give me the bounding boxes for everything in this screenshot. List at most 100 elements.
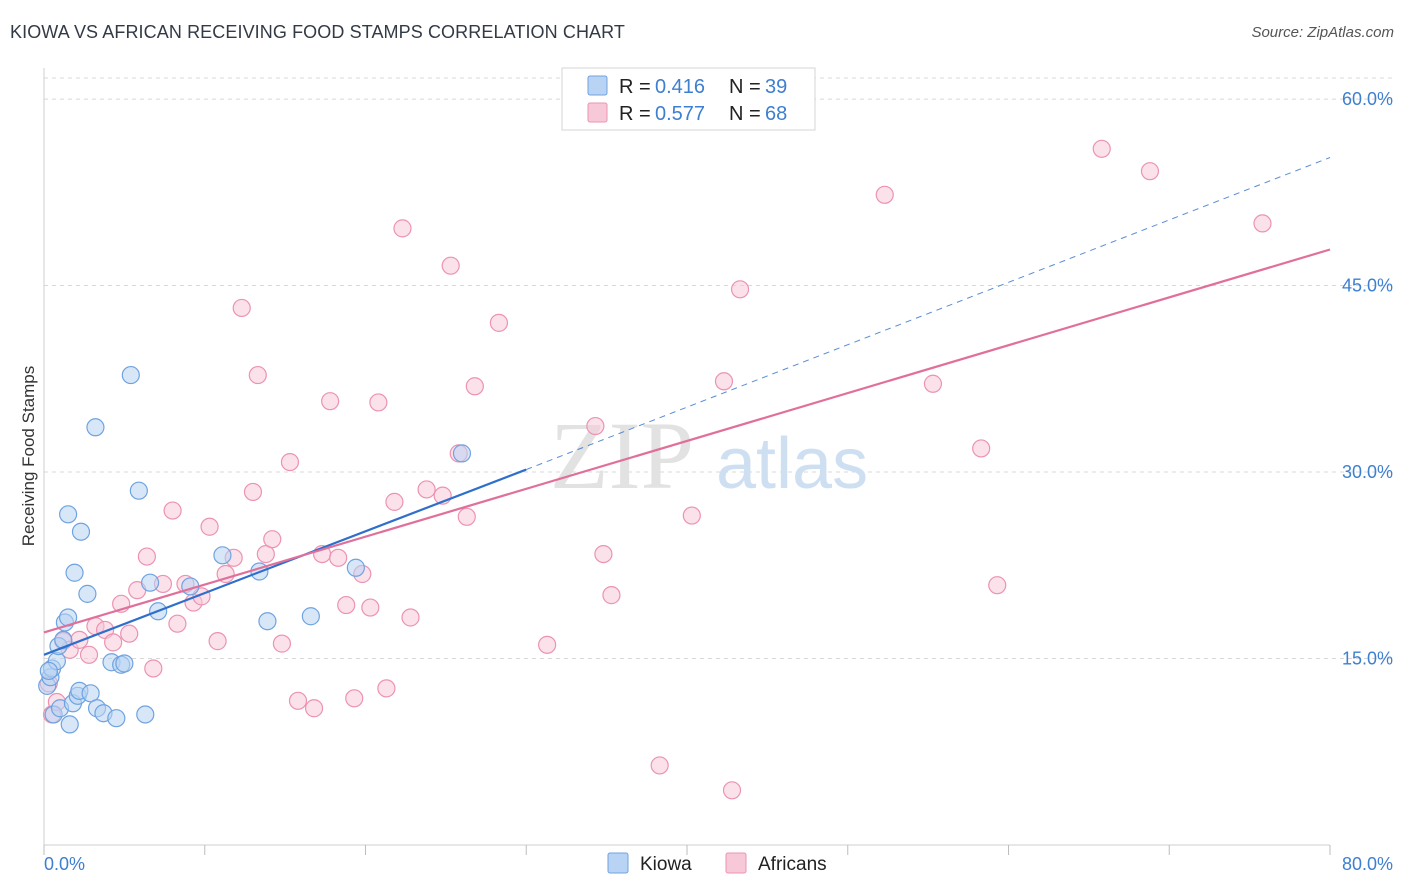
kiowa-point: [140, 573, 160, 592]
africans-point: [288, 691, 308, 710]
africans-point: [168, 614, 187, 633]
y-tick-label: 60.0%: [1342, 89, 1393, 109]
africans-point: [401, 608, 420, 627]
x-tick-label-max: 80.0%: [1342, 854, 1393, 874]
chart-title: KIOWA VS AFRICAN RECEIVING FOOD STAMPS C…: [10, 22, 626, 42]
kiowa-point: [107, 709, 126, 728]
kiowa-point: [258, 612, 277, 631]
africans-point: [722, 781, 742, 800]
africans-point: [200, 517, 219, 536]
africans-point: [730, 280, 750, 299]
kiowa-point: [213, 546, 232, 565]
africans-point: [345, 689, 364, 708]
kiowa-point: [301, 607, 320, 626]
africans-point: [1140, 162, 1160, 181]
kiowa-point: [59, 505, 78, 524]
legend-africans-n-label: N =: [729, 103, 761, 125]
africans-point: [321, 392, 340, 411]
africans-point: [369, 393, 388, 412]
kiowa-point: [71, 522, 91, 541]
africans-point: [682, 506, 701, 525]
y-tick-labels: 15.0% 30.0% 45.0% 60.0%: [1342, 89, 1393, 668]
africans-point: [163, 501, 182, 520]
africans-point: [385, 492, 404, 511]
africans-point: [263, 530, 282, 549]
bottom-legend-kiowa-swatch: [607, 852, 629, 874]
legend-kiowa-r-value: 0.416: [655, 76, 705, 98]
legend-africans-r-value: 0.577: [655, 103, 705, 125]
legend-africans-swatch: [587, 102, 608, 123]
africans-point: [137, 547, 156, 566]
kiowa-trend-line: [43, 468, 527, 656]
legend-africans-n-value: 68: [765, 103, 787, 125]
kiowa-point: [86, 418, 105, 437]
africans-point: [1092, 139, 1111, 158]
kiowa-point: [39, 661, 58, 681]
legend-kiowa-r-label: R =: [619, 76, 651, 98]
kiowa-point: [115, 654, 134, 673]
africans-point: [304, 699, 324, 718]
africans-point: [104, 633, 123, 652]
legend-kiowa-n-label: N =: [729, 76, 761, 98]
africans-point: [393, 219, 412, 238]
africans-point: [538, 635, 557, 654]
watermark-atlas: atlas: [716, 424, 868, 504]
africans-point: [208, 632, 227, 651]
africans-point: [489, 313, 509, 332]
africans-point: [923, 374, 943, 393]
africans-point: [988, 576, 1007, 595]
africans-point: [457, 507, 476, 526]
y-tick-label: 45.0%: [1342, 276, 1393, 296]
africans-point: [714, 372, 734, 391]
correlation-legend: R = 0.416 N = 39 R = 0.577 N = 68: [561, 67, 816, 131]
y-axis-title: Receiving Food Stamps: [19, 366, 38, 546]
africans-point: [216, 564, 235, 584]
africans-point: [1253, 214, 1272, 233]
kiowa-point: [136, 705, 155, 724]
watermark: ZIP atlas: [550, 402, 868, 509]
bottom-legend-africans-label: Africans: [758, 854, 827, 875]
kiowa-point: [129, 481, 148, 500]
africans-point: [232, 298, 251, 318]
legend-kiowa-n-value: 39: [765, 76, 787, 98]
africans-point: [144, 659, 163, 678]
y-tick-label: 30.0%: [1342, 462, 1393, 482]
africans-point: [586, 416, 605, 436]
kiowa-point: [60, 715, 79, 734]
legend-kiowa-swatch: [587, 75, 608, 96]
legend-africans-r-label: R =: [619, 103, 651, 125]
bottom-legend-kiowa-label: Kiowa: [640, 854, 692, 875]
x-ticks: [43, 845, 1331, 855]
kiowa-point: [65, 563, 84, 582]
africans-point: [79, 645, 99, 664]
africans-point: [272, 634, 292, 653]
x-tick-label-min: 0.0%: [44, 854, 85, 874]
africans-point: [361, 598, 380, 617]
bottom-legend-africans-swatch: [725, 852, 747, 874]
africans-point: [594, 544, 613, 564]
kiowa-trend-extension: [526, 157, 1331, 471]
y-tick-label: 15.0%: [1342, 649, 1393, 669]
africans-point: [441, 256, 460, 275]
series-legend: Kiowa Africans: [607, 852, 827, 875]
africans-point: [329, 548, 348, 567]
africans-point: [465, 377, 484, 396]
africans-point: [972, 439, 991, 458]
africans-point: [280, 452, 300, 472]
africans-point: [875, 185, 894, 204]
africans-point: [248, 365, 267, 385]
trend-lines: [43, 157, 1331, 656]
africans-point: [120, 624, 139, 643]
kiowa-points: [38, 365, 472, 734]
kiowa-point: [346, 558, 365, 577]
kiowa-point: [121, 365, 140, 385]
source-label: Source: ZipAtlas.com: [1251, 24, 1394, 41]
africans-point: [243, 482, 263, 502]
africans-point: [417, 480, 436, 499]
africans-point: [337, 595, 356, 615]
watermark-zip: ZIP: [550, 402, 694, 509]
africans-point: [377, 679, 396, 698]
kiowa-point: [78, 584, 97, 603]
africans-point: [650, 756, 669, 775]
